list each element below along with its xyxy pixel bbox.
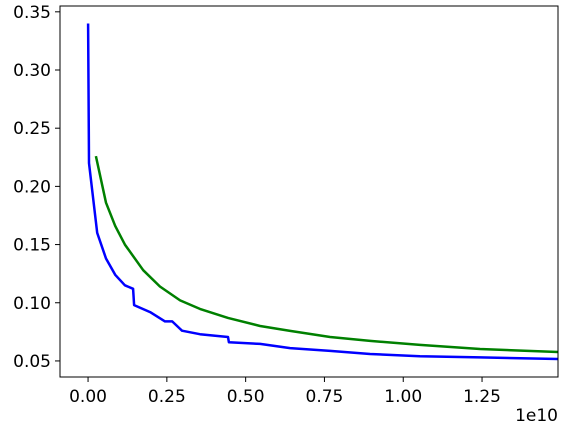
y-tick-label: 0.25 xyxy=(13,119,51,139)
y-tick-label: 0.20 xyxy=(13,177,51,197)
x-tick-label: 1.25 xyxy=(463,387,501,407)
plot-frame xyxy=(59,5,559,378)
y-tick-label: 0.30 xyxy=(13,61,51,81)
x-tick-label: 0.50 xyxy=(227,387,265,407)
line-series xyxy=(94,155,558,354)
y-tick-label: 0.15 xyxy=(13,236,51,256)
x-tick-label: 0.75 xyxy=(306,387,344,407)
line-series xyxy=(86,23,558,361)
x-offset-label: 1e10 xyxy=(515,406,558,426)
x-tick-label: 0.25 xyxy=(148,387,186,407)
y-tick-label: 0.10 xyxy=(13,294,51,314)
y-tick-label: 0.05 xyxy=(13,352,51,372)
x-tick-label: 0.00 xyxy=(69,387,107,407)
x-tick-label: 1.00 xyxy=(384,387,422,407)
y-tick-label: 0.35 xyxy=(13,3,51,23)
